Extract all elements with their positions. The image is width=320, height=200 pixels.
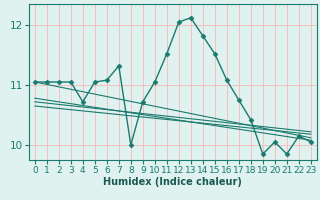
- X-axis label: Humidex (Indice chaleur): Humidex (Indice chaleur): [103, 177, 242, 187]
